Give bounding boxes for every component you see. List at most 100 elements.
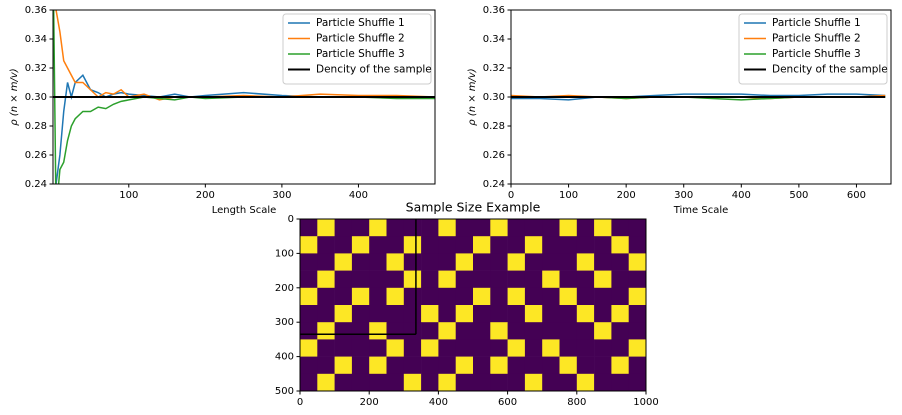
heatmap-cell [369,270,387,289]
heatmap-cell [421,373,439,391]
heatmap-cell [334,339,353,357]
heatmap-cell [300,219,318,237]
heatmap-cell [628,305,646,323]
heatmap-cell [507,270,526,289]
heatmap-cell [455,270,474,289]
heatmap-cell [576,287,595,306]
x-axis-label: Length Scale [212,205,277,216]
heatmap-cell [369,305,387,323]
heatmap-cell [455,236,474,254]
heatmap-cell [300,339,318,357]
heatmap-cell [369,287,387,306]
axes-frame [299,218,647,392]
legend-label: Particle Shuffle 3 [316,48,405,60]
heatmap-cell [438,339,456,357]
heatmap-cell [455,287,474,306]
heatmap-cell [507,236,526,254]
heatmap-cell [542,305,560,323]
legend-label: Particle Shuffle 1 [772,17,861,29]
heatmap-cell [490,339,508,357]
heatmap-cell [438,236,456,254]
y-tick-label: 0.30 [483,92,505,103]
heatmap-cell [559,253,578,271]
heatmap-cell [611,253,629,271]
heatmap-cell [300,253,318,271]
heatmap-cell [611,287,629,306]
heatmap-cell [611,356,629,375]
heatmap-cell [524,287,543,306]
heatmap-cell [576,253,595,271]
heatmap-cell [351,356,370,375]
heatmap-cell [507,305,526,323]
heatmap-cell [594,322,612,340]
x-tick-label: 300 [272,190,291,201]
heatmap-cell [369,339,387,357]
heatmap-cell [403,356,422,375]
heatmap-cell [559,305,578,323]
heatmap-cell [473,305,491,323]
x-tick-label: 100 [119,190,138,201]
y-tick-label: 0.32 [483,63,505,74]
heatmap-cell [369,356,387,375]
heatmap-cell [490,236,508,254]
heatmap-cell [594,287,612,306]
heatmap-cell [317,253,335,271]
heatmap-cell [594,373,612,391]
heatmap-cell [369,236,387,254]
heatmap-cell [455,219,474,237]
heatmap-cell [351,322,370,340]
heatmap-cell [576,356,595,375]
y-tick-label: 0.34 [25,34,47,45]
heatmap-cell [507,322,526,340]
heatmap-cell [386,219,405,237]
x-tick-label: 800 [567,397,586,408]
x-tick-label: 200 [360,397,379,408]
heatmap-cell [403,287,422,306]
heatmap-cell [559,322,578,340]
heatmap-cell [611,236,629,254]
heatmap-cell [594,339,612,357]
heatmap-cell [576,305,595,323]
heatmap-cell [559,287,578,306]
legend-box [738,13,888,85]
heatmap-cell [351,305,370,323]
heatmap-cell [455,339,474,357]
heatmap-cell [369,253,387,271]
heatmap-cell [576,236,595,254]
y-axis-label: ρ (n × m/v) [467,68,478,125]
heatmap-cell [473,322,491,340]
heatmap-cell [611,305,629,323]
y-tick-label: 100 [275,248,294,259]
heatmap-cell [473,373,491,391]
heatmap-cell [524,322,543,340]
heatmap-cell [507,253,526,271]
heatmap-cell [317,219,335,237]
y-axis-label: ρ (n × m/v) [9,68,20,125]
x-tick-label: 500 [789,190,808,201]
heatmap-cell [334,373,353,391]
heatmap-cell [542,236,560,254]
heatmap-cell [507,373,526,391]
heatmap-cell [386,356,405,375]
heatmap-cell [490,373,508,391]
heatmap-cell [386,270,405,289]
chart-title: Sample Size Example [406,200,541,215]
y-tick-label: 300 [275,317,294,328]
legend-label: Particle Shuffle 2 [316,33,405,45]
x-tick-label: 100 [559,190,578,201]
heatmap-cell [386,322,405,340]
heatmap-cell [438,219,456,237]
heatmap-cell [542,373,560,391]
heatmap-cell [576,322,595,340]
heatmap-cell [351,253,370,271]
chart: 0 200 400 600 800 1000 0 100 200 300 400 500 Sample … [275,200,659,409]
heatmap-cell [438,373,456,391]
heatmap-cell [403,322,422,340]
legend-label: Particle Shuffle 2 [772,33,861,45]
heatmap-cell [611,322,629,340]
heatmap-cell [594,253,612,271]
heatmap-cell [628,339,646,357]
heatmap-cell [542,339,560,357]
